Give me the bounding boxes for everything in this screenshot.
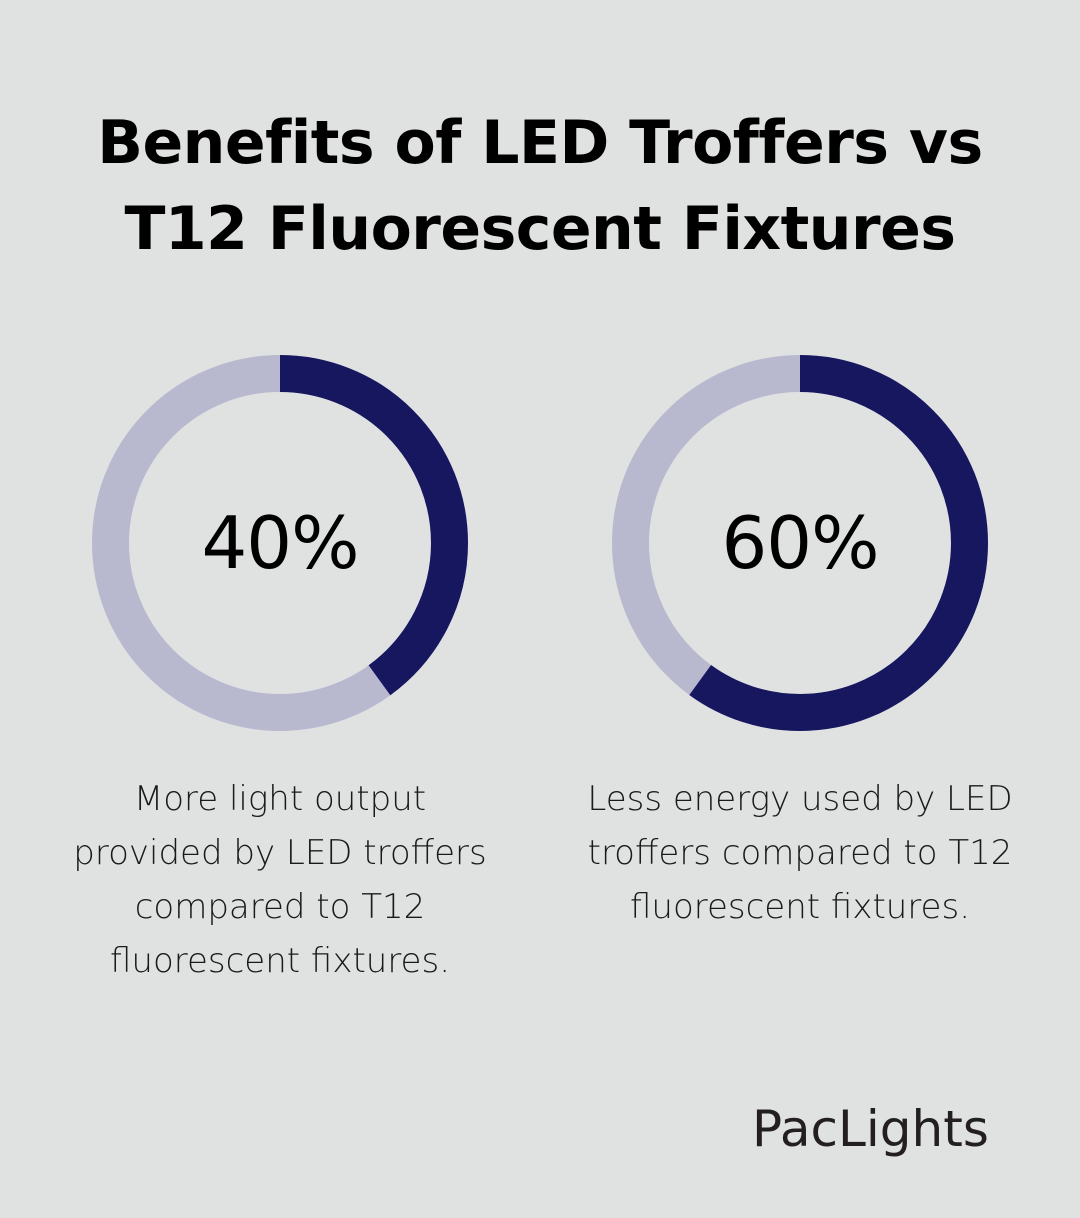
description-line: More light output <box>133 779 427 819</box>
description-line: fluorescent fixtures. <box>629 887 971 927</box>
donut-arc-filled <box>612 355 988 731</box>
description-line: provided by LED troffers <box>73 833 487 873</box>
donut-arc-filled <box>92 355 468 731</box>
description-line: Less energy used by LED <box>587 779 1013 819</box>
stat-value: 40% <box>201 501 359 585</box>
page-title: Benefits of LED Troffers vs T12 Fluoresc… <box>0 100 1080 272</box>
stat-description-light-output: More light output provided by LED troffe… <box>50 772 510 988</box>
title-line-1: Benefits of LED Troffers vs <box>97 108 983 178</box>
title-line-2: T12 Fluorescent Fixtures <box>124 194 957 264</box>
description-line: fluorescent fixtures. <box>109 941 451 981</box>
description-line: troffers compared to T12 <box>587 833 1013 873</box>
paclights-logo: PacLights <box>752 1100 989 1158</box>
description-line: compared to T12 <box>134 887 426 927</box>
stat-value: 60% <box>721 501 879 585</box>
donut-ring-light-output <box>92 355 468 731</box>
donut-ring-energy-savings <box>612 355 988 731</box>
donut-chart-energy-savings: 60% <box>612 355 988 731</box>
stat-description-energy-savings: Less energy used by LED troffers compare… <box>570 772 1030 934</box>
donut-chart-light-output: 40% <box>92 355 468 731</box>
